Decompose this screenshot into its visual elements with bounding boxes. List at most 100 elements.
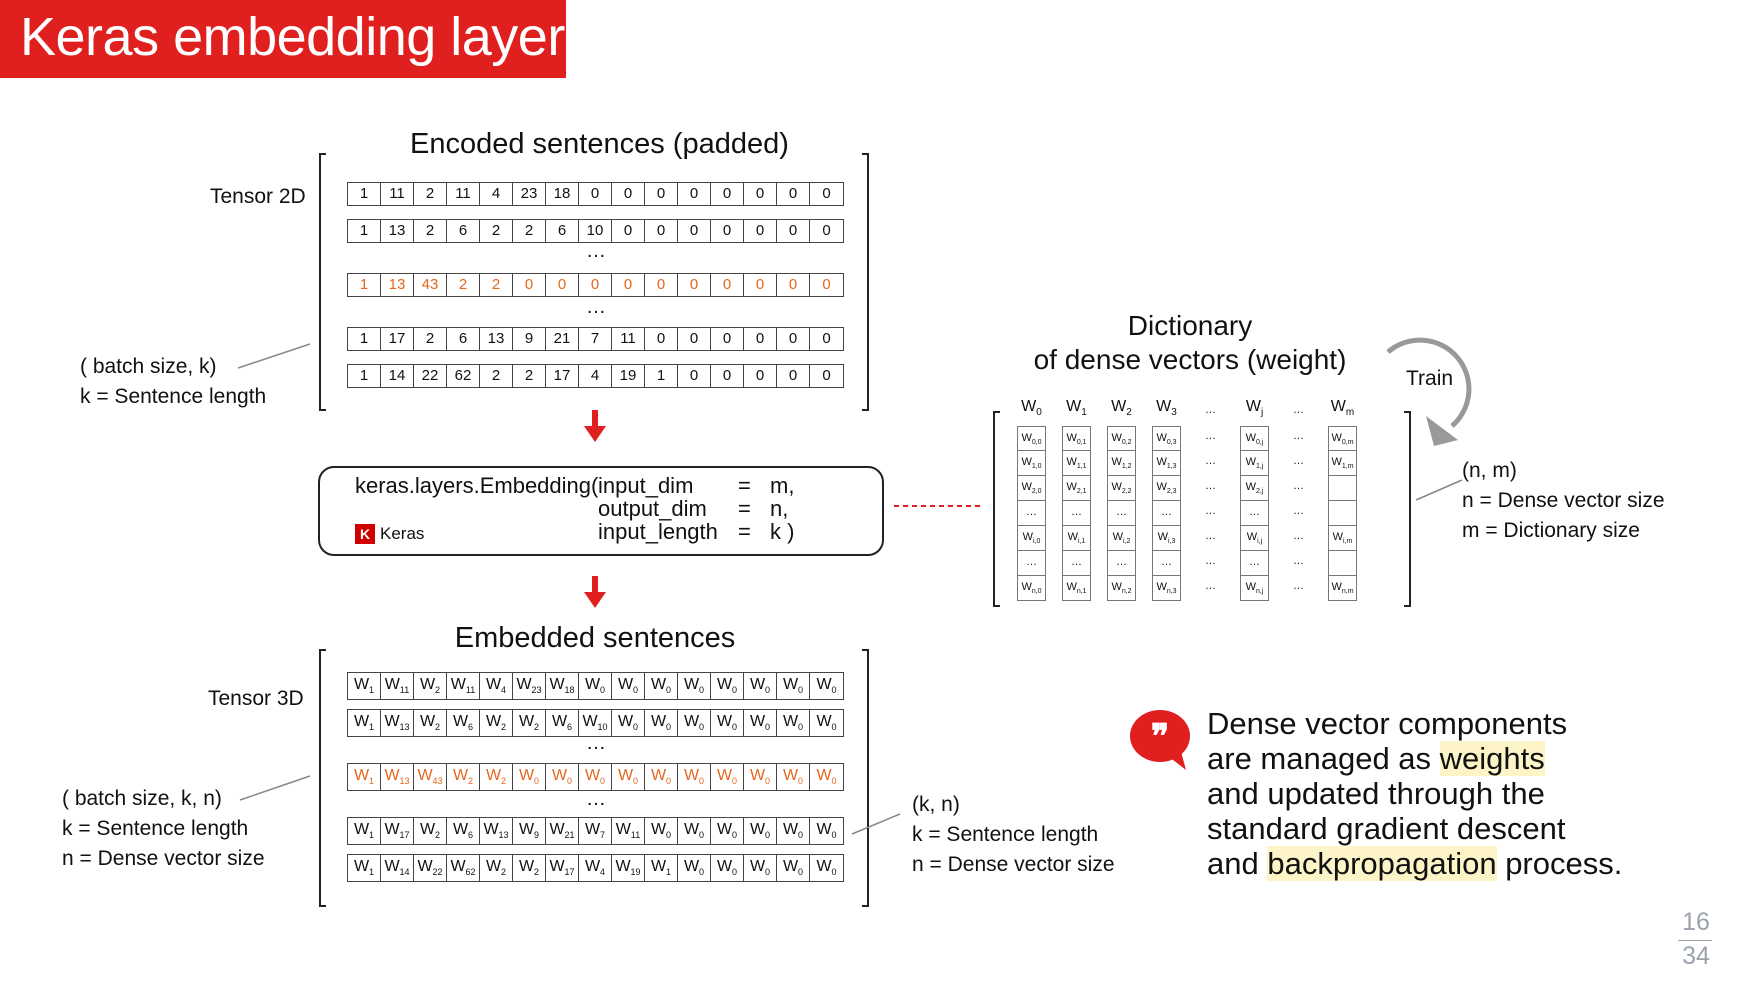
embedded-right-leader-line <box>851 813 901 835</box>
embedded-row: W1 W17 W2 W6 W13 W9 W21 W7 W11 W0 W0 W0 W0 W0 W0 <box>347 817 844 845</box>
encoded-cell: 0 <box>678 274 711 296</box>
embedded-cell: W0 <box>777 764 810 790</box>
quote-line-5: and backpropagation process. <box>1207 846 1623 881</box>
embedded-bracket-right <box>862 649 869 907</box>
embedded-cell: W0 <box>612 710 645 736</box>
param-value: n, <box>770 496 789 521</box>
dictionary-n-label: n = Dense vector size <box>1462 489 1665 512</box>
embedded-cell: W0 <box>777 710 810 736</box>
embedded-cell: W0 <box>744 855 777 881</box>
embedded-bracket-left <box>319 649 326 907</box>
embedded-cell: W9 <box>513 818 546 844</box>
encoded-cell: 0 <box>744 365 777 387</box>
dictionary-cell: Wn,0 <box>1017 576 1046 601</box>
dictionary-cell <box>1328 551 1357 576</box>
embedded-cell: W22 <box>414 855 447 881</box>
encoded-k-label: k = Sentence length <box>80 385 267 408</box>
embedded-cell: W2 <box>414 818 447 844</box>
train-arrowhead-icon <box>1426 416 1458 446</box>
embedded-cell: W2 <box>447 764 480 790</box>
encoded-cell: 0 <box>645 220 678 242</box>
encoded-cell: 2 <box>513 365 546 387</box>
encoded-cell: 1 <box>348 365 381 387</box>
encoded-cell: 21 <box>546 328 579 350</box>
embedded-cell: W11 <box>612 818 645 844</box>
embedded-cell: W1 <box>348 818 381 844</box>
encoded-cell: 62 <box>447 365 480 387</box>
embedded-cell: W1 <box>348 710 381 736</box>
dictionary-cell: W2,2 <box>1107 476 1136 501</box>
dictionary-bracket-left <box>993 411 1000 607</box>
embedded-cell: W0 <box>816 858 837 877</box>
param-equals: = <box>738 473 751 498</box>
encoded-cell: 0 <box>744 328 777 350</box>
embedded-leader-line <box>239 775 311 801</box>
dictionary-cell: … <box>1062 551 1091 576</box>
embedded-cell: W2 <box>414 710 447 736</box>
dictionary-cell: … <box>1240 551 1269 576</box>
embedded-cell: W0 <box>816 713 837 732</box>
embedded-cell: W0 <box>816 821 837 840</box>
keras-logo-icon: K <box>355 524 375 544</box>
dictionary-cell: W0,j <box>1240 426 1269 451</box>
embedded-cell: W0 <box>816 767 837 786</box>
encoded-cell: 10 <box>579 220 612 242</box>
dictionary-col-head: W1 <box>1066 398 1087 419</box>
dictionary-cell <box>1328 501 1357 526</box>
dictionary-cell: Wn,3 <box>1152 576 1181 601</box>
embedded-cell: W6 <box>447 818 480 844</box>
quote-highlight-weights: weights <box>1439 741 1545 776</box>
embedded-cell: W2 <box>480 764 513 790</box>
encoded-cell: 2 <box>480 274 513 296</box>
embedded-cell: W0 <box>777 818 810 844</box>
page-current: 16 <box>1682 908 1710 936</box>
param-equals: = <box>738 496 751 521</box>
embedded-cell: W4 <box>579 855 612 881</box>
dictionary-cell: W1,j <box>1240 451 1269 476</box>
encoded-leader-line <box>237 343 311 369</box>
page-divider <box>1678 940 1712 941</box>
encoded-cell: 1 <box>645 365 678 387</box>
slide-title: Keras embedding layer <box>20 7 565 67</box>
embedded-cell: W0 <box>744 673 777 699</box>
embedded-cell: W2 <box>513 710 546 736</box>
embedded-ellipsis-2: … <box>586 788 607 810</box>
encoded-cell: 2 <box>513 220 546 242</box>
embedded-cell: W0 <box>645 764 678 790</box>
encoded-cell: 18 <box>546 183 579 205</box>
embedded-cell: W0 <box>645 673 678 699</box>
dictionary-cell: W1,0 <box>1017 451 1046 476</box>
embedded-cell: W0 <box>711 855 744 881</box>
dictionary-cell: … <box>1017 501 1046 526</box>
encoded-row: 1 13 2 6 2 2 6 10 0 0 0 0 0 0 0 <box>347 219 844 243</box>
dictionary-cell: … <box>1152 551 1181 576</box>
embedded-cell: W4 <box>480 673 513 699</box>
embedded-cell: W0 <box>612 764 645 790</box>
embedded-cell: W62 <box>447 855 480 881</box>
embedded-cell: W0 <box>579 673 612 699</box>
embedded-cell: W13 <box>381 710 414 736</box>
dictionary-m-label: m = Dictionary size <box>1462 519 1640 542</box>
encoded-cell: 2 <box>414 220 447 242</box>
encoded-cell: 19 <box>612 365 645 387</box>
dictionary-cell: W0,2 <box>1107 426 1136 451</box>
encoded-cell: 7 <box>579 328 612 350</box>
dictionary-cell: W2,1 <box>1062 476 1091 501</box>
encoded-cell: 0 <box>579 274 612 296</box>
encoded-cell: 0 <box>711 183 744 205</box>
dictionary-dots: … <box>1205 505 1216 517</box>
embedded-cell: W21 <box>546 818 579 844</box>
embedded-cell: W1 <box>348 673 381 699</box>
embedded-cell: W0 <box>711 818 744 844</box>
dictionary-head-dots: … <box>1293 404 1304 416</box>
param-name: input_length <box>598 519 718 544</box>
encoded-cell: 0 <box>777 274 810 296</box>
encoded-cell: 2 <box>480 220 513 242</box>
dictionary-cell: W0,0 <box>1017 426 1046 451</box>
embedded-cell: W18 <box>546 673 579 699</box>
dictionary-cell: W0,3 <box>1152 426 1181 451</box>
encoded-cell: 1 <box>348 183 381 205</box>
dictionary-cell: … <box>1017 551 1046 576</box>
encoded-cell: 0 <box>777 365 810 387</box>
